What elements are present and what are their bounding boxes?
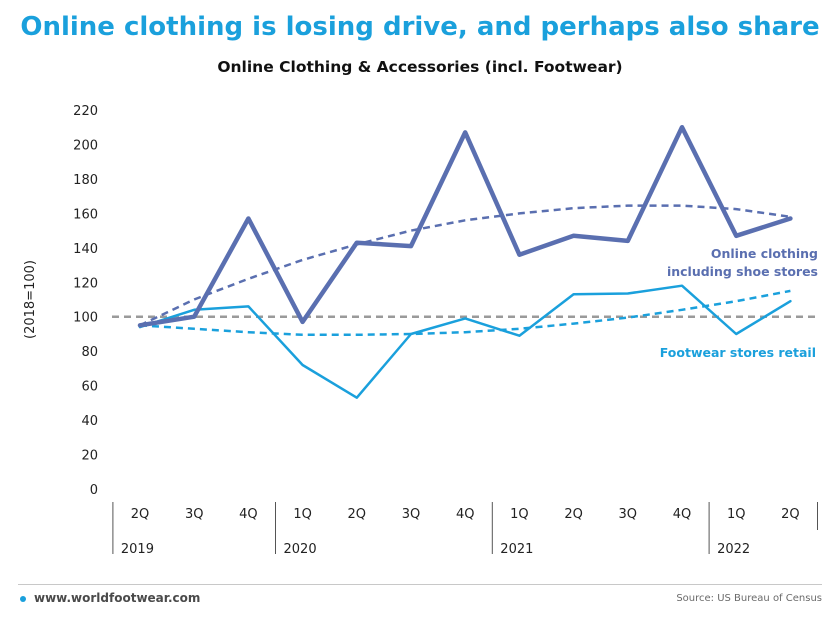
x-tick-label: 3Q: [402, 507, 421, 522]
x-tick-label: 1Q: [727, 507, 746, 522]
y-tick-label: 40: [81, 414, 98, 429]
x-tick-label: 4Q: [239, 507, 258, 522]
online-clothing-label: including shoe stores: [667, 264, 818, 279]
footwear-stores-series-line: [138, 284, 792, 399]
y-tick-label: 220: [73, 104, 98, 119]
y-tick-label: 100: [73, 311, 98, 326]
chart-title: Online Clothing & Accessories (incl. Foo…: [217, 58, 623, 76]
headline: Online clothing is losing drive, and per…: [20, 12, 820, 42]
x-tick-label: 4Q: [673, 507, 692, 522]
y-tick-label: 0: [90, 483, 98, 498]
footer-url: www.worldfootwear.com: [34, 591, 201, 605]
x-tick-label: 2Q: [348, 507, 367, 522]
x-tick-label: 3Q: [619, 507, 638, 522]
y-tick-label: 180: [73, 173, 98, 188]
y-tick-label: 60: [81, 380, 98, 395]
y-axis-label: (2018=100): [23, 260, 38, 339]
online-clothing-trend-line: [139, 204, 791, 327]
x-tick-label: 1Q: [510, 507, 529, 522]
footer-source: Source: US Bureau of Census: [676, 593, 822, 604]
x-tick-label: 4Q: [456, 507, 475, 522]
footwear-stores-trend-line: [139, 289, 791, 337]
y-tick-label: 200: [73, 138, 98, 153]
line-chart: 0 20 40 60 80 100 120 140 160 180 200 220 (2018=100)…: [23, 104, 818, 557]
y-tick-label: 140: [73, 242, 98, 257]
footwear-stores-label: Footwear stores retail: [660, 345, 816, 360]
x-tick-label: 1Q: [293, 507, 312, 522]
footer-divider: [18, 584, 822, 585]
x-tick-label: 2Q: [564, 507, 583, 522]
year-label: 2019: [121, 542, 154, 557]
online-clothing-label: Online clothing: [711, 246, 818, 261]
year-label: 2020: [284, 542, 317, 557]
y-tick-label: 160: [73, 207, 98, 222]
x-tick-label: 3Q: [185, 507, 204, 522]
year-label: 2022: [717, 542, 750, 557]
year-label: 2021: [500, 542, 533, 557]
y-tick-label: 80: [81, 345, 98, 360]
online-clothing-series-line: [137, 124, 793, 328]
x-tick-label: 2Q: [131, 507, 150, 522]
bullet-icon: [20, 596, 26, 602]
y-tick-label: 120: [73, 276, 98, 291]
x-tick-label: 2Q: [781, 507, 800, 522]
y-tick-label: 20: [81, 449, 98, 464]
